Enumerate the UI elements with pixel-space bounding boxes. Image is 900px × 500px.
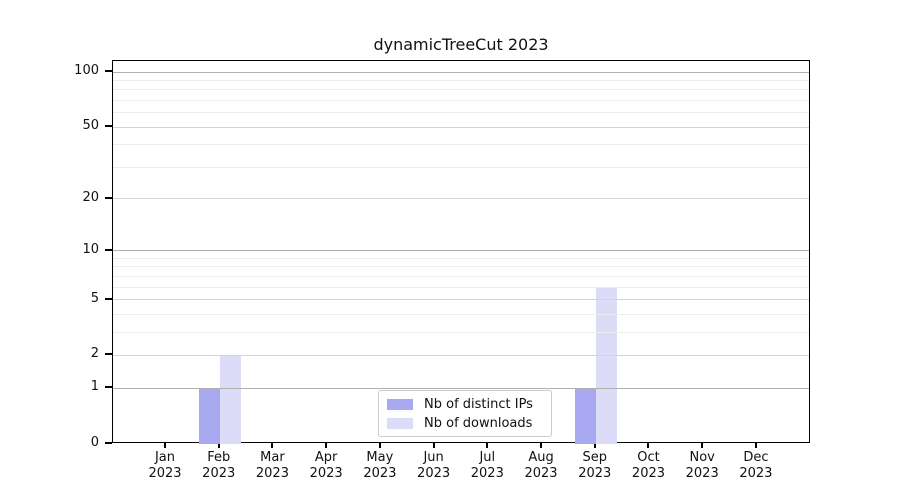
y-axis-tick-1 (105, 386, 112, 389)
x-tick-label-oct: Oct 2023 (616, 450, 680, 482)
x-tick-month: Feb (207, 450, 231, 465)
x-axis-tick-jul (486, 443, 489, 448)
x-tick-label-apr: Apr 2023 (294, 450, 358, 482)
x-axis-tick-sep (593, 443, 596, 448)
y-axis-tick-2 (105, 353, 112, 356)
y-tick-label-100: 100 (74, 63, 99, 79)
legend: Nb of distinct IPs Nb of downloads (378, 390, 552, 437)
y-tick-label-20: 20 (82, 189, 99, 205)
x-tick-year: 2023 (470, 466, 504, 481)
x-tick-year: 2023 (631, 466, 666, 481)
x-tick-month: Aug (528, 450, 554, 465)
bar-nb-of-downloads-sep (595, 287, 617, 444)
legend-swatch-0 (387, 398, 413, 410)
bar-nb-of-downloads-feb (219, 355, 241, 444)
legend-label-1: Nb of downloads (424, 415, 533, 431)
x-tick-year: 2023 (739, 466, 773, 481)
x-tick-label-jul: Jul 2023 (455, 450, 519, 482)
legend-label-0: Nb of distinct IPs (424, 396, 533, 412)
x-axis-tick-jan (164, 443, 166, 448)
x-tick-month: Nov (689, 450, 715, 465)
legend-swatch-1 (387, 417, 413, 429)
x-tick-year: 2023 (417, 466, 451, 481)
gridline-minor-y70 (113, 100, 809, 102)
x-tick-year: 2023 (202, 466, 236, 481)
gridline-minor-y8 (113, 266, 809, 268)
gridline-minor-y4 (113, 313, 809, 315)
gridline-y10 (113, 250, 809, 252)
y-tick-label-1: 1 (90, 379, 99, 395)
x-tick-year: 2023 (578, 466, 612, 481)
x-tick-label-jan: Jan 2023 (133, 450, 197, 482)
x-tick-label-mar: Mar 2023 (240, 450, 304, 482)
gridline-minor-y7 (113, 275, 809, 277)
x-axis-tick-aug (540, 443, 543, 448)
gridline-y20 (113, 198, 809, 200)
x-tick-month: Dec (743, 450, 769, 465)
x-tick-year: 2023 (309, 466, 343, 481)
x-tick-month: Oct (637, 450, 660, 465)
bar-nb-of-distinct-ips-feb (198, 388, 220, 444)
x-axis-tick-may (378, 443, 381, 448)
y-axis-tick-50 (105, 125, 112, 128)
y-axis-tick-0 (105, 442, 112, 444)
gridline-minor-y6 (113, 286, 809, 288)
x-axis-tick-oct (647, 443, 650, 448)
x-tick-year: 2023 (524, 466, 558, 481)
y-axis-tick-5 (105, 297, 112, 300)
x-tick-month: Apr (314, 450, 338, 465)
x-tick-label-sep: Sep 2023 (563, 450, 627, 482)
bar-nb-of-distinct-ips-sep (574, 388, 596, 444)
x-axis-tick-dec (754, 443, 757, 448)
gridline-y5 (113, 299, 809, 301)
gridline-minor-y80 (113, 89, 809, 91)
x-tick-label-jun: Jun 2023 (402, 450, 466, 482)
y-axis-tick-20 (105, 196, 112, 199)
x-axis-tick-apr (325, 443, 328, 448)
y-tick-label-10: 10 (82, 241, 99, 257)
chart-title: dynamicTreeCut 2023 (373, 35, 549, 54)
x-tick-month: Jun (423, 450, 444, 465)
gridline-minor-y30 (113, 166, 809, 168)
x-axis-tick-nov (701, 443, 704, 448)
x-axis-tick-feb (217, 443, 220, 448)
x-tick-year: 2023 (148, 466, 182, 481)
y-tick-label-0: 0 (90, 435, 99, 450)
y-axis-tick-100 (105, 70, 112, 73)
gridline-minor-y40 (113, 144, 809, 146)
legend-entry-1: Nb of downloads (379, 416, 551, 431)
x-tick-label-aug: Aug 2023 (509, 450, 573, 482)
x-tick-month: Jul (479, 450, 496, 465)
x-tick-month: Mar (260, 450, 285, 465)
gridline-minor-y3 (113, 331, 809, 333)
x-tick-label-may: May 2023 (348, 450, 412, 482)
gridline-y2 (113, 354, 809, 356)
x-tick-label-dec: Dec 2023 (724, 450, 788, 482)
x-tick-year: 2023 (363, 466, 397, 481)
gridline-y100 (113, 71, 809, 73)
x-axis-tick-mar (271, 443, 274, 448)
y-tick-label-5: 5 (90, 290, 99, 306)
y-axis-tick-10 (105, 248, 112, 251)
x-tick-label-nov: Nov 2023 (670, 450, 734, 482)
x-axis-tick-jun (432, 443, 435, 448)
y-tick-label-50: 50 (82, 118, 99, 134)
x-tick-month: May (366, 450, 394, 465)
y-tick-label-2: 2 (90, 346, 99, 362)
gridline-minor-y90 (113, 80, 809, 82)
x-tick-month: Jan (154, 450, 176, 465)
x-tick-year: 2023 (255, 466, 289, 481)
gridline-y50 (113, 126, 809, 128)
gridline-minor-y60 (113, 112, 809, 114)
plot-area (112, 60, 810, 444)
gridline-y1 (113, 387, 809, 389)
x-tick-year: 2023 (685, 466, 719, 481)
x-tick-label-feb: Feb 2023 (187, 450, 251, 482)
legend-entry-0: Nb of distinct IPs (379, 397, 551, 412)
gridline-minor-y9 (113, 257, 809, 259)
x-tick-month: Sep (582, 450, 607, 465)
